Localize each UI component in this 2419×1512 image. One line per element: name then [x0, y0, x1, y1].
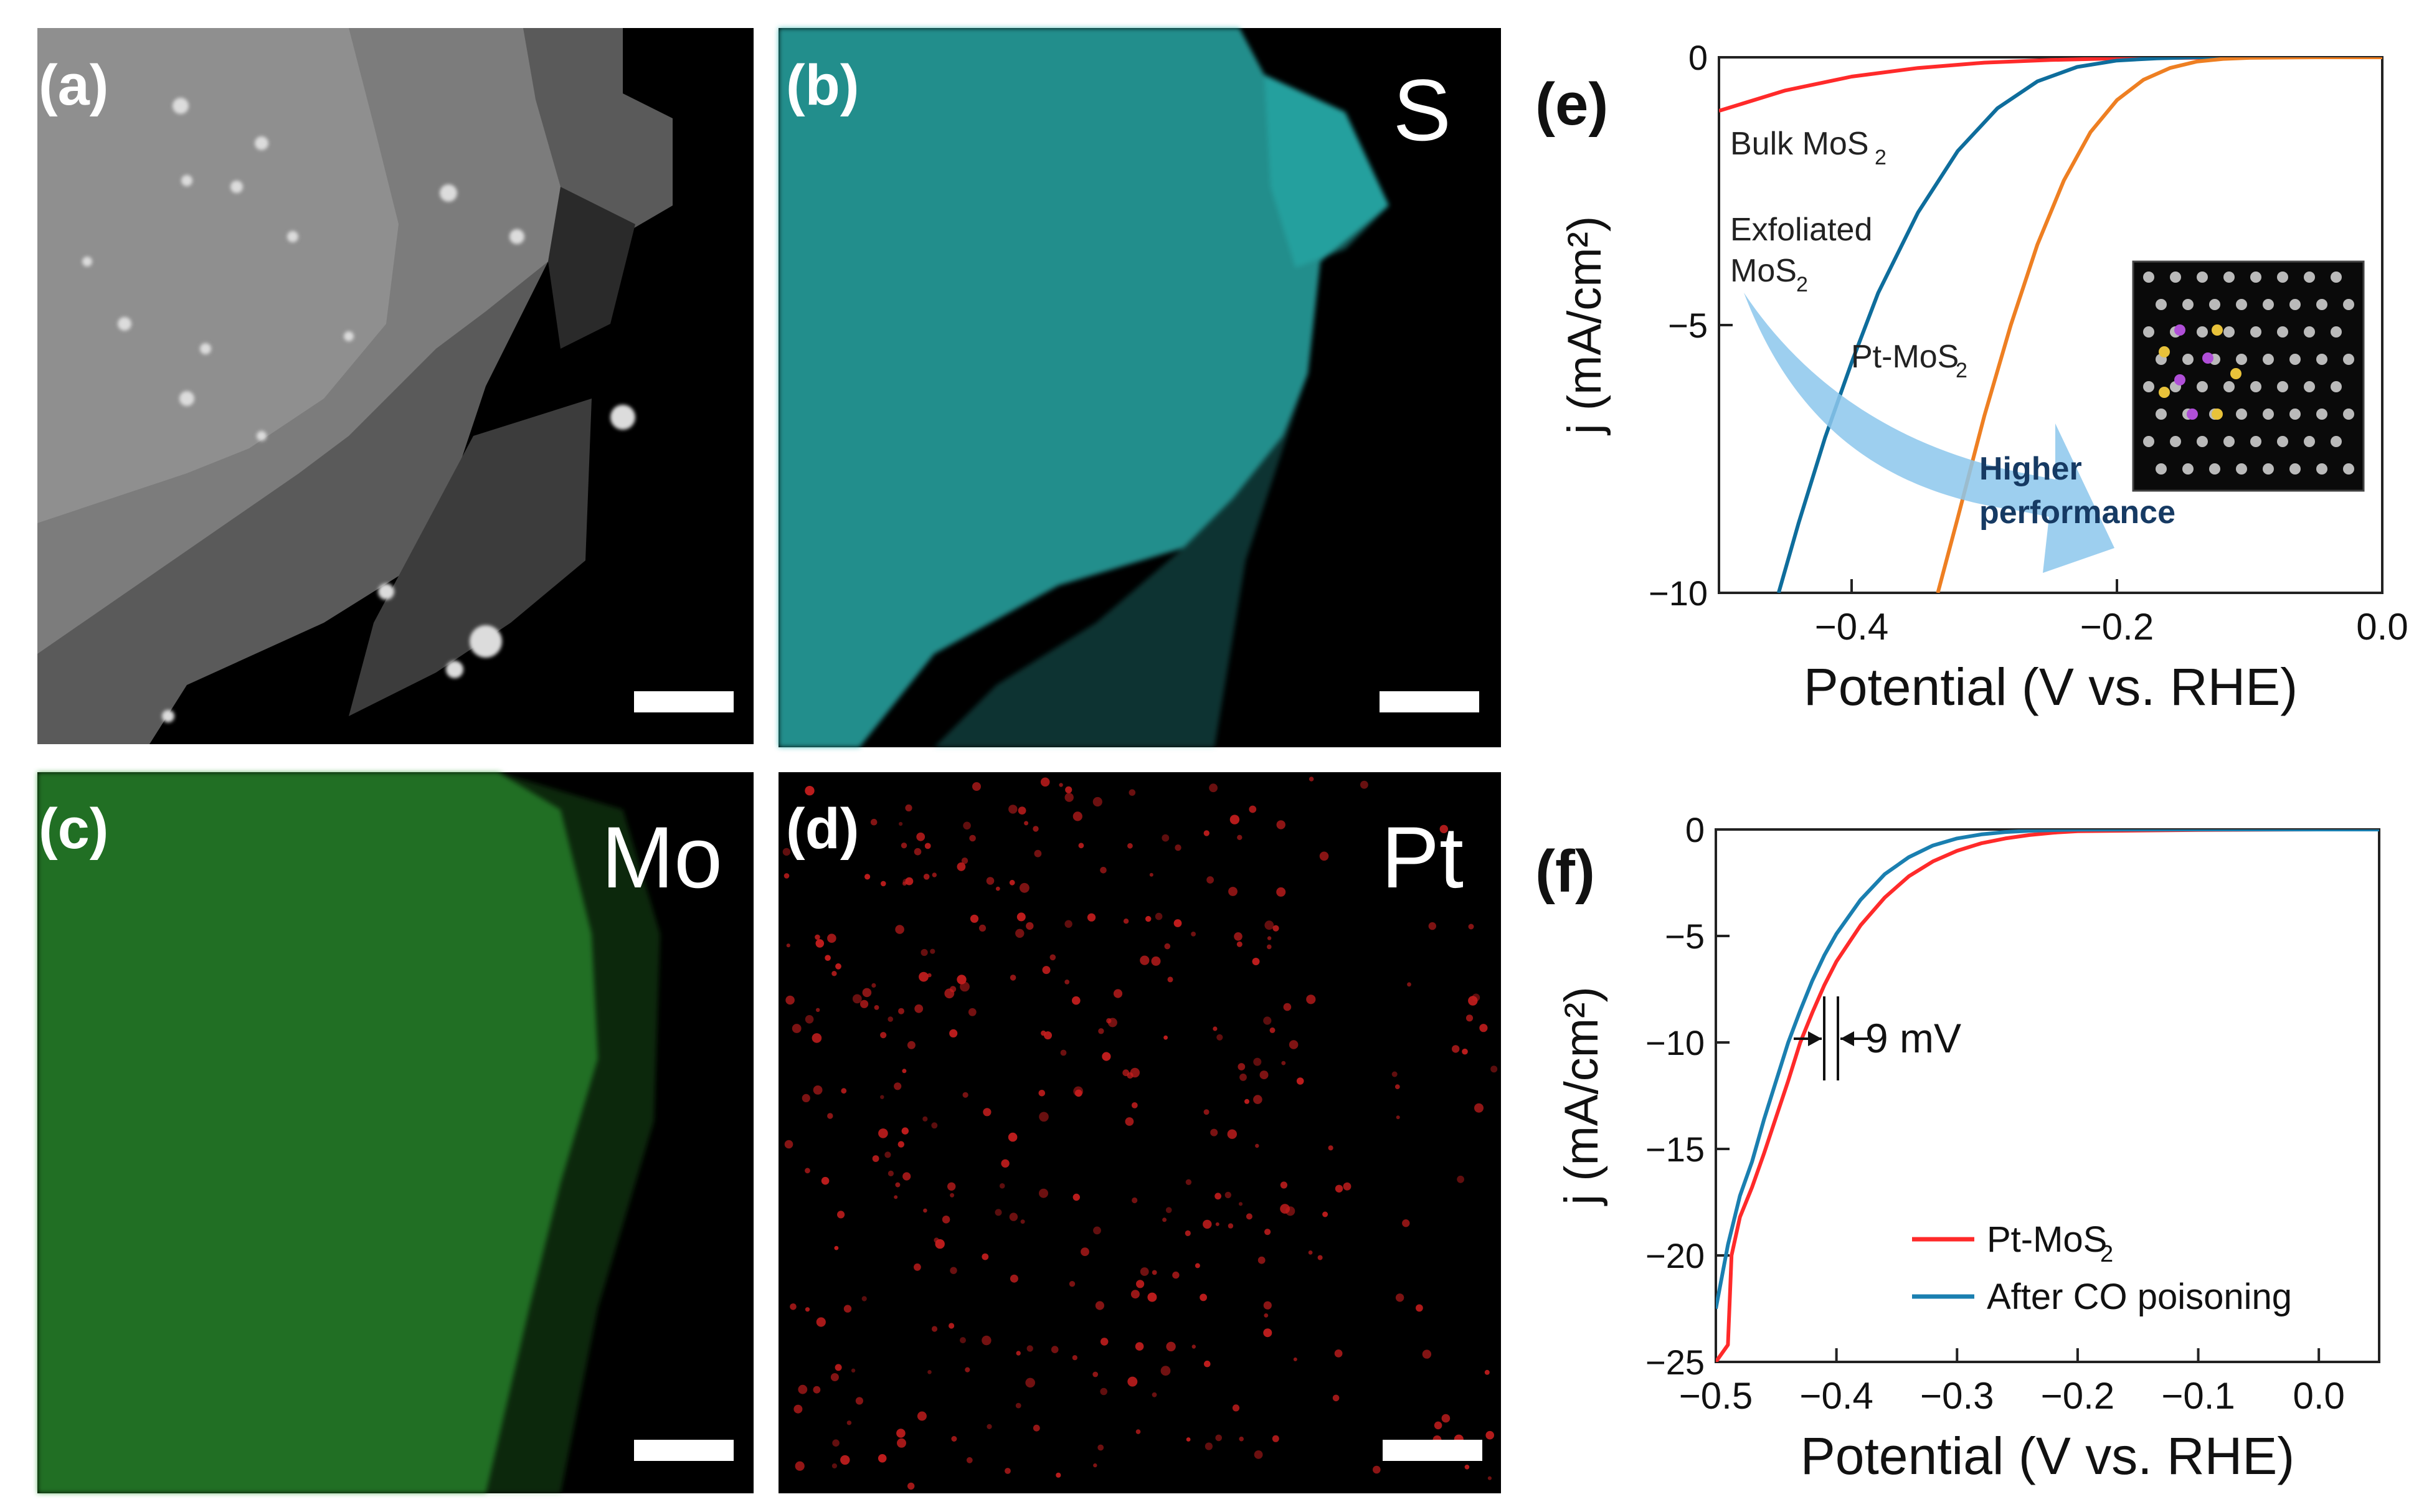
- series-line-bulk-mos2: [1719, 57, 2382, 113]
- x-tick-label: −0.1: [2161, 1375, 2235, 1417]
- nine-mv-annotation: 9 mV: [1794, 996, 1961, 1080]
- svg-text:Bulk MoS: Bulk MoS: [1730, 126, 1869, 162]
- scale-bar: [634, 691, 734, 712]
- y-axis-label: j (mA/cm²): [1555, 986, 1608, 1206]
- pt-mos2-annotation: Pt-MoS 2: [1851, 339, 1967, 382]
- panel-a-label: (a): [39, 54, 108, 117]
- panel-e-polarization-chart: (e) −0.4 −0.2 0.0 0 −5 −10 Potential (V vs. RH…: [1535, 38, 2408, 716]
- legend-subscript: 2: [2100, 1241, 2113, 1267]
- plot-frame: [1715, 828, 2380, 1363]
- platinum-dots: [782, 777, 1498, 1490]
- axis-ticks: −0.4 −0.2 0.0 0 −5 −10 Potential (V vs. RHE) j …: [1558, 38, 2408, 716]
- y-tick-label: −5: [1668, 306, 1708, 345]
- panel-f-label: (f): [1535, 838, 1595, 905]
- arrow-text-higher: Higher: [1979, 451, 2082, 487]
- scale-bar: [1380, 691, 1479, 712]
- series-line-pt-mos2: [1716, 829, 2379, 1362]
- y-tick-label: −25: [1645, 1343, 1705, 1382]
- svg-text:Pt-MoS: Pt-MoS: [1851, 339, 1959, 375]
- panel-d-platinum-map: (d) Pt: [779, 772, 1501, 1493]
- bulk-mos2-annotation: Bulk MoS 2: [1730, 126, 1886, 169]
- x-tick-label: −0.3: [1920, 1375, 1994, 1417]
- x-tick-label: −0.2: [2080, 606, 2154, 648]
- arrow-text-performance: performance: [1979, 494, 2175, 531]
- series-line-pt-mos2: [1936, 57, 2382, 593]
- scale-bar: [634, 1440, 734, 1461]
- legend-label: After CO poisoning: [1987, 1277, 2292, 1317]
- panel-a-haadf-image: (a): [37, 28, 754, 744]
- higher-performance-arrow: [1744, 293, 2114, 573]
- x-tick-label: −0.5: [1679, 1375, 1753, 1417]
- sulfur-signal: [779, 28, 1389, 747]
- x-tick-label: −0.4: [1799, 1375, 1873, 1417]
- axis-ticks: −0.5 −0.4 −0.3 −0.2 −0.1 0.0 0 −5 −10 −15 −20 −25 Po…: [1555, 810, 2345, 1485]
- x-axis-label: Potential (V vs. RHE): [1801, 1427, 2295, 1485]
- panel-e-label: (e): [1535, 71, 1608, 138]
- exfoliated-mos2-annotation: Exfoliated MoS 2: [1730, 212, 1872, 296]
- x-tick-label: −0.2: [2041, 1375, 2114, 1417]
- element-label-mo: Mo: [602, 808, 722, 906]
- legend-label: Pt-MoS: [1987, 1219, 2107, 1260]
- molybdenum-signal: [37, 772, 660, 1493]
- x-tick-label: 0.0: [2356, 606, 2408, 648]
- y-tick-label: −15: [1645, 1130, 1705, 1169]
- curves: [1716, 829, 2379, 1362]
- annotation-9mv: 9 mV: [1865, 1015, 1961, 1061]
- y-tick-label: 0: [1685, 810, 1705, 849]
- panel-b-sulfur-map: (b) S: [779, 28, 1501, 747]
- element-label-s: S: [1393, 61, 1451, 159]
- svg-text:2: 2: [1875, 146, 1886, 169]
- x-tick-label: −0.4: [1815, 606, 1888, 648]
- panel-d-label: (d): [786, 797, 859, 861]
- x-tick-label: 0.0: [2293, 1375, 2344, 1417]
- atomic-inset-image: [2132, 260, 2365, 492]
- element-label-pt: Pt: [1381, 808, 1464, 906]
- y-tick-label: −5: [1665, 917, 1705, 956]
- x-axis-label: Potential (V vs. RHE): [1804, 658, 2298, 716]
- series-line-after-co-poisoning: [1716, 829, 2379, 1310]
- flake-image: [37, 28, 673, 744]
- panel-c-molybdenum-map: (c) Mo: [37, 772, 754, 1493]
- panel-c-label: (c): [39, 797, 108, 861]
- svg-text:2: 2: [1796, 273, 1808, 296]
- svg-text:Exfoliated: Exfoliated: [1730, 212, 1872, 248]
- y-axis-label: j (mA/cm²): [1558, 216, 1611, 435]
- panel-b-label: (b): [786, 54, 859, 117]
- y-tick-label: −20: [1645, 1236, 1705, 1275]
- panel-f-co-poisoning-chart: (f) −0.5 −0.4 −0.3 −0.2 −0.1 0.00−5−10−15−20−…: [1535, 810, 2380, 1485]
- y-tick-label: −10: [1645, 1023, 1705, 1062]
- panel-d-background: [779, 772, 1501, 1493]
- y-tick-label: 0: [1688, 38, 1708, 77]
- scale-bar: [1383, 1440, 1482, 1461]
- svg-text:2: 2: [1956, 359, 1967, 382]
- y-tick-label: −10: [1649, 574, 1708, 613]
- svg-text:MoS: MoS: [1730, 253, 1797, 289]
